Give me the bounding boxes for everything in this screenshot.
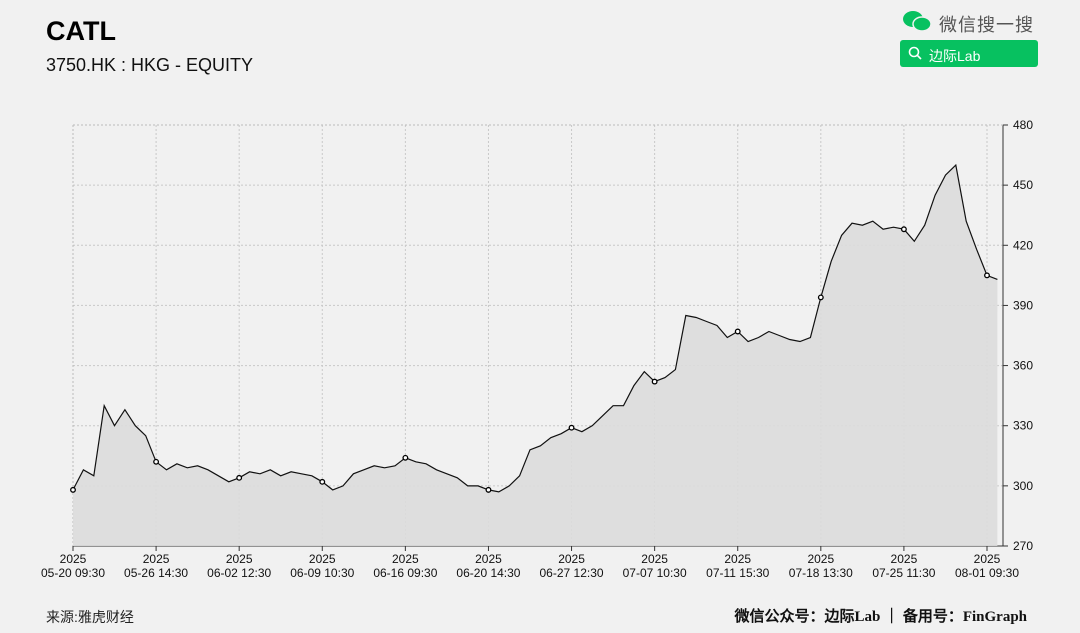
x-tick-label: 2025 07-07 10:30 [623,552,687,580]
y-tick-label: 480 [1013,118,1033,132]
x-tick-label: 2025 05-20 09:30 [41,552,105,580]
title: CATL [46,16,116,46]
y-tick-label: 390 [1013,298,1033,312]
x-tick-label: 2025 07-11 15:30 [706,552,769,580]
price-line [72,163,998,493]
search-button[interactable]: 边际Lab [900,40,1038,67]
x-tick-label: 2025 06-16 09:30 [373,552,437,580]
marker [568,424,575,431]
marker [485,486,492,493]
marker [319,478,326,485]
y-tick-label: 360 [1013,359,1033,373]
x-tick-label: 2025 07-25 11:30 [872,552,935,580]
marker [236,474,243,481]
wechat-icon [903,11,932,32]
search-icon [908,46,922,60]
marker [900,226,907,233]
y-tick-label: 270 [1013,539,1033,553]
x-tick-label: 2025 06-20 14:30 [456,552,520,580]
y-tick-label: 420 [1013,238,1033,252]
marker [70,486,76,493]
brand-text: 微信搜一搜 [939,15,1034,35]
search-query: 边际Lab [929,48,981,64]
marker [984,272,990,279]
marker [734,328,741,335]
marker [153,458,160,465]
x-tick-label: 2025 06-02 12:30 [207,552,271,580]
marker [651,378,658,385]
subtitle: 3750.HK : HKG - EQUITY [46,55,254,75]
y-tick-label: 300 [1013,479,1033,493]
x-tick-label: 2025 06-27 12:30 [540,552,604,580]
x-tick-label: 2025 07-18 13:30 [789,552,853,580]
x-tick-label: 2025 05-26 14:30 [124,552,188,580]
source: 来源:雅虎财经 [46,609,134,625]
x-tick-label: 2025 06-09 10:30 [290,552,354,580]
y-tick-label: 330 [1013,419,1033,433]
marker [402,454,409,461]
marker [817,294,824,301]
footer-credit: 微信公众号：边际Lab ｜ 备用号：FinGraph [734,609,1027,625]
wechat-search-brand: 微信搜一搜 [902,8,1052,36]
area-fill [73,165,998,546]
x-tick-label: 2025 08-01 09:30 [955,552,1019,580]
y-tick-label: 450 [1013,178,1033,192]
